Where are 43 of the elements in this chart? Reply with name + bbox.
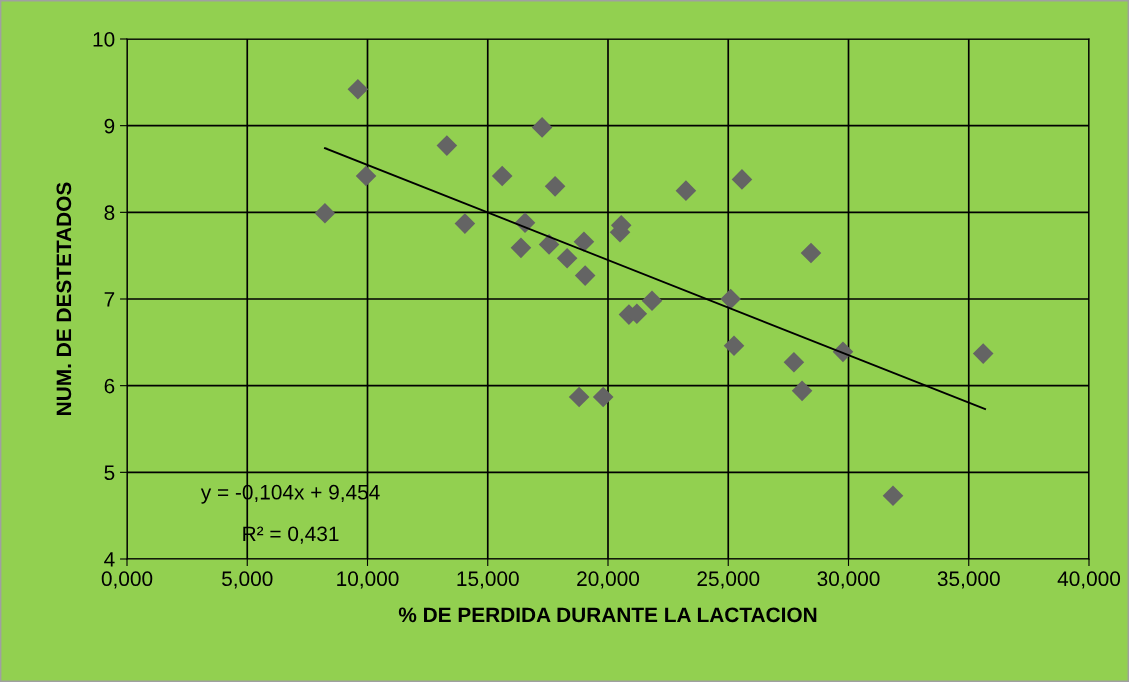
x-tick-label: 5,000 (222, 571, 273, 589)
x-tick-label: 40,000 (1057, 571, 1121, 589)
point (454, 213, 476, 234)
x-tick-label: 20,000 (577, 571, 640, 589)
point (544, 176, 566, 197)
point (491, 165, 513, 187)
x-tick-label: 30,000 (817, 571, 880, 589)
point (882, 485, 904, 507)
point (972, 343, 994, 364)
point (568, 386, 590, 408)
x-tick-label: 10,000 (337, 571, 399, 589)
point (574, 265, 596, 286)
point (720, 288, 741, 310)
y-axis-title: NUM. DE DESTETADOS (56, 182, 72, 415)
y-tick-label: 5 (104, 465, 115, 481)
point (592, 386, 614, 408)
x-axis-title: % DE PERDIDA DURANTE LA LACTACION (398, 607, 817, 623)
point (800, 242, 822, 264)
y-tick-label: 8 (104, 205, 115, 221)
point (510, 237, 532, 259)
point (573, 231, 595, 253)
point (791, 380, 813, 402)
point (556, 247, 578, 269)
x-tick-label: 15,000 (457, 571, 519, 589)
point (538, 234, 560, 255)
point (347, 78, 369, 100)
point (783, 351, 805, 373)
y-tick-label: 4 (104, 552, 115, 567)
x-tick-label: 35,000 (937, 571, 1000, 589)
point (723, 335, 745, 357)
point (314, 202, 336, 224)
point (731, 169, 753, 190)
x-tick-label: 25,000 (697, 571, 760, 589)
y-tick-label: 6 (104, 378, 115, 394)
point (641, 290, 663, 312)
point (531, 117, 553, 138)
y-tick-label: 7 (104, 292, 115, 307)
point (436, 135, 458, 156)
y-tick-label: 10 (93, 32, 115, 47)
point (675, 180, 697, 201)
y-tick-label: 9 (104, 118, 115, 134)
x-tick-label: 0,000 (101, 571, 153, 589)
point (355, 165, 377, 187)
